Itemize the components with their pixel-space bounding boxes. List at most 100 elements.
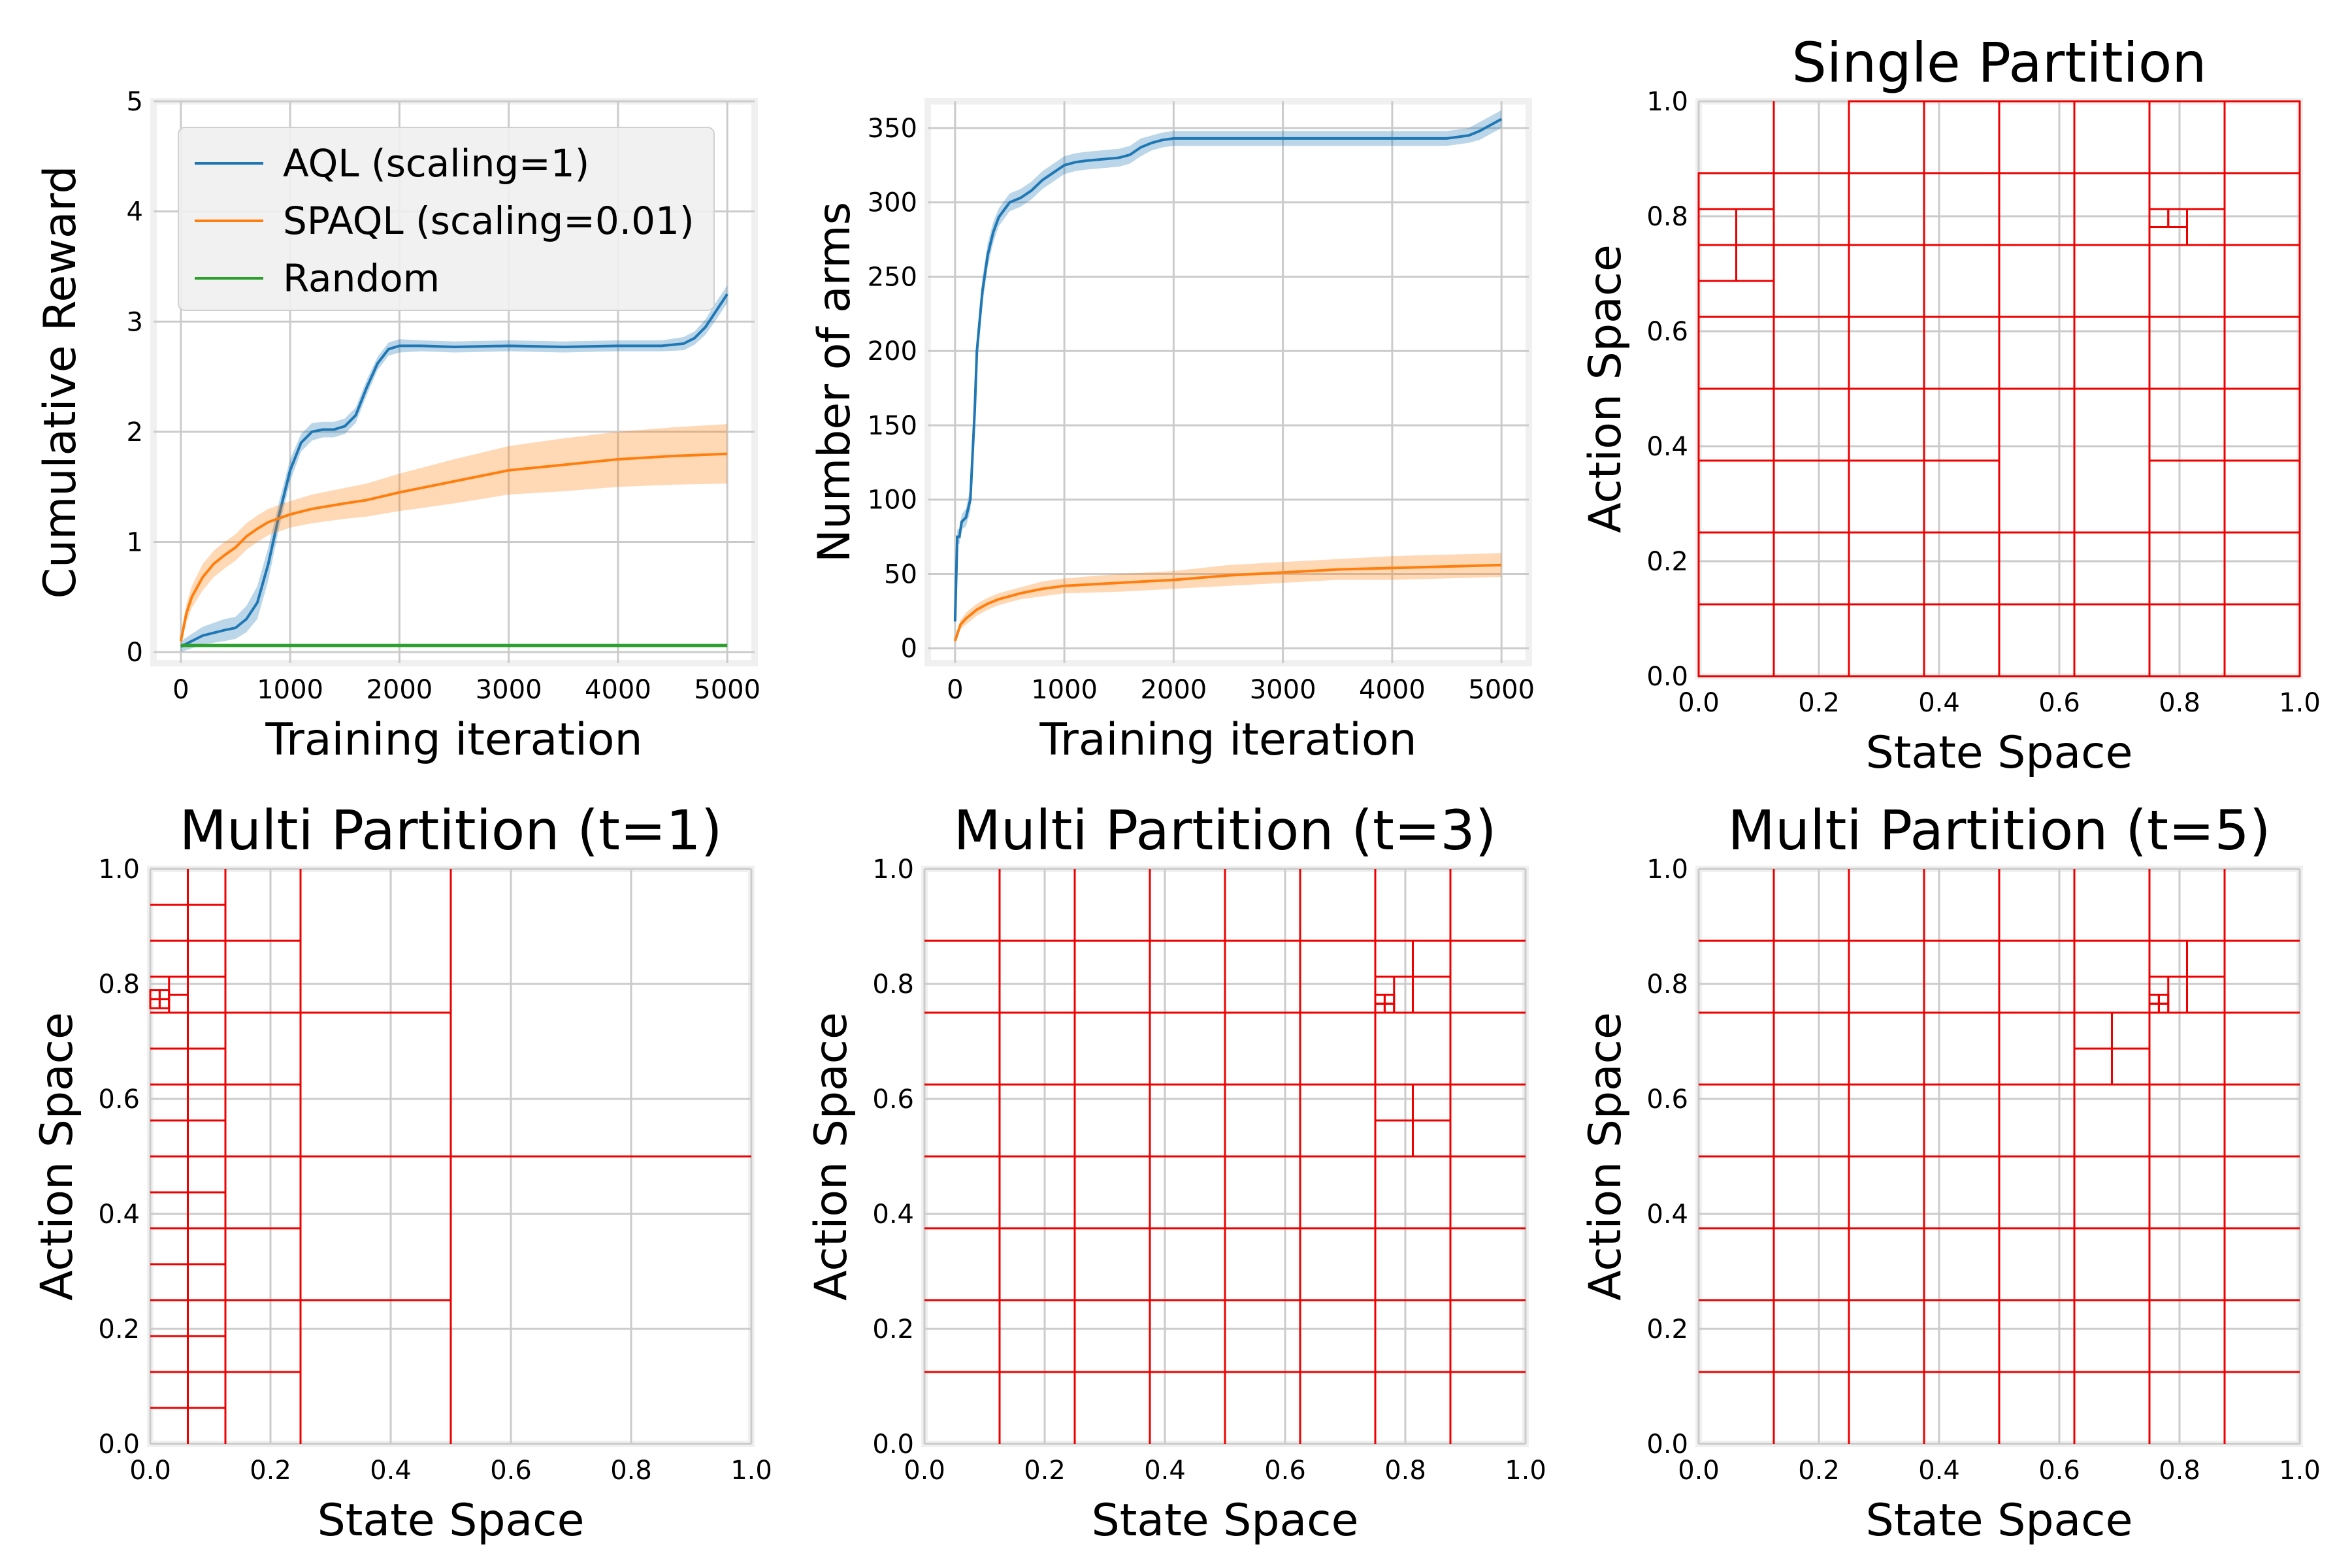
y-tick-label: 0.4	[98, 1200, 140, 1230]
y-tick-label: 0.8	[872, 970, 914, 1000]
x-tick-label: 5000	[1468, 675, 1535, 705]
y-tick-label: 0.4	[872, 1200, 914, 1230]
x-axis-label: State Space	[1866, 727, 2133, 779]
y-tick-label: 0	[901, 634, 917, 664]
x-tick-label: 0.8	[610, 1456, 652, 1486]
y-axis-label: Action Space	[1580, 1012, 1631, 1301]
series-line	[180, 293, 728, 648]
legend-label: SPAQL (scaling=0.01)	[283, 199, 694, 243]
x-tick-label: 0.2	[1024, 1456, 1066, 1486]
y-axis-label: Action Space	[806, 1012, 857, 1301]
x-tick-label: 1.0	[730, 1456, 772, 1486]
y-tick-label: 2	[127, 417, 143, 448]
x-tick-label: 0.2	[250, 1456, 291, 1486]
y-tick-label: 1.0	[1646, 87, 1688, 117]
x-tick-label: 5000	[694, 675, 760, 705]
y-tick-label: 1.0	[1646, 855, 1688, 885]
series-line	[179, 452, 728, 642]
y-tick-label: 0	[127, 638, 143, 668]
x-tick-label: 1000	[257, 675, 323, 705]
x-tick-label: 3000	[476, 675, 542, 705]
y-axis-label: Number of arms	[809, 202, 860, 563]
series-band	[180, 424, 728, 647]
series-line	[953, 563, 1502, 642]
x-tick-label: 1000	[1031, 675, 1098, 705]
x-tick-label: 1.0	[1505, 1456, 1546, 1486]
x-tick-label: 0.6	[2038, 688, 2080, 718]
y-tick-label: 4	[127, 197, 143, 227]
y-tick-label: 350	[868, 114, 917, 144]
y-tick-label: 1.0	[872, 855, 914, 885]
y-tick-label: 0.4	[1646, 432, 1688, 462]
x-tick-label: 0.4	[370, 1456, 412, 1486]
y-tick-label: 0.0	[1646, 662, 1688, 692]
x-axis-label: State Space	[318, 1495, 585, 1546]
panel-reward: 0 1000 2000 3000 4000 5000 0 1 2 3 4 5 Training iter…	[35, 87, 760, 766]
panel-single: 0.0 0.2 0.4 0.6 0.8 1.0 0.0 0.2 0.4 0.6 0.8 1.0 Stat…	[1580, 31, 2321, 779]
y-tick-label: 150	[868, 411, 917, 441]
legend-label: AQL (scaling=1)	[283, 141, 589, 186]
y-axis-label: Cumulative Reward	[35, 166, 86, 599]
y-tick-label: 0.6	[1646, 1085, 1688, 1115]
x-tick-label: 0.0	[1678, 1456, 1720, 1486]
x-tick-label: 0.6	[2038, 1456, 2080, 1486]
y-tick-label: 0.4	[1646, 1200, 1688, 1230]
plot-area	[924, 98, 1532, 666]
y-tick-label: 3	[127, 307, 143, 337]
x-axis-label: State Space	[1092, 1495, 1359, 1546]
y-tick-label: 0.2	[1646, 547, 1688, 577]
x-tick-label: 1.0	[2279, 688, 2321, 718]
panel-multi3: 0.0 0.2 0.4 0.6 0.8 1.0 0.0 0.2 0.4 0.6 0.8 1.0 Stat…	[806, 798, 1546, 1546]
y-tick-label: 50	[884, 559, 917, 589]
y-tick-label: 0.8	[98, 970, 140, 1000]
y-tick-label: 0.6	[98, 1085, 140, 1115]
series-line	[953, 118, 1503, 622]
y-tick-label: 200	[868, 336, 917, 367]
y-tick-label: 250	[868, 262, 917, 292]
legend	[178, 127, 715, 311]
x-axis-label: Training iteration	[1039, 714, 1416, 766]
y-tick-label: 0.2	[98, 1315, 140, 1345]
chart-title: Single Partition	[1791, 31, 2206, 95]
y-tick-label: 0.2	[872, 1315, 914, 1345]
y-tick-label: 1	[127, 528, 143, 558]
x-tick-label: 0.0	[904, 1456, 945, 1486]
x-tick-label: 0.4	[1918, 688, 1960, 718]
chart-title: Multi Partition (t=1)	[179, 798, 722, 862]
x-tick-label: 2000	[366, 675, 433, 705]
x-tick-label: 0.6	[490, 1456, 532, 1486]
x-tick-label: 4000	[585, 675, 651, 705]
x-tick-label: 0.2	[1798, 688, 1840, 718]
x-tick-label: 4000	[1359, 675, 1426, 705]
x-axis-label: Training iteration	[265, 714, 642, 766]
panel-multi1: 0.0 0.2 0.4 0.6 0.8 1.0 0.0 0.2 0.4 0.6 0.8 1.0 Stat…	[31, 798, 772, 1546]
y-axis-label: Action Space	[1580, 244, 1631, 533]
y-axis-label: Action Space	[31, 1012, 83, 1301]
y-tick-label: 0.6	[872, 1085, 914, 1115]
partition-box	[2157, 994, 2170, 1005]
y-tick-label: 0.0	[98, 1429, 140, 1460]
y-tick-label: 0.6	[1646, 317, 1688, 347]
x-tick-label: 0.0	[129, 1456, 171, 1486]
x-tick-label: 0.0	[1678, 688, 1720, 718]
y-tick-label: 0.8	[1646, 202, 1688, 232]
y-tick-label: 100	[868, 485, 917, 515]
x-tick-label: 0.2	[1798, 1456, 1840, 1486]
chart-title: Multi Partition (t=5)	[1727, 798, 2270, 862]
x-tick-label: 0.8	[2159, 1456, 2200, 1486]
y-tick-label: 0.2	[1646, 1315, 1688, 1345]
x-tick-label: 0.4	[1918, 1456, 1960, 1486]
legend-label: Random	[283, 256, 440, 301]
y-tick-label: 0.8	[1646, 970, 1688, 1000]
chart-title: Multi Partition (t=3)	[953, 798, 1496, 862]
x-tick-label: 0.6	[1264, 1456, 1306, 1486]
panel-arms: 0 1000 2000 3000 4000 5000 0 50 100 150 200 250 300 3…	[809, 98, 1535, 766]
y-tick-label: 5	[127, 87, 143, 117]
x-tick-label: 3000	[1250, 675, 1316, 705]
panel-multi5: 0.0 0.2 0.4 0.6 0.8 1.0 0.0 0.2 0.4 0.6 0.8 1.0 Stat…	[1580, 798, 2321, 1546]
x-tick-label: 2000	[1140, 675, 1207, 705]
y-tick-label: 0.0	[1646, 1429, 1688, 1460]
x-tick-label: 0.4	[1144, 1456, 1186, 1486]
x-axis-label: State Space	[1866, 1495, 2133, 1546]
